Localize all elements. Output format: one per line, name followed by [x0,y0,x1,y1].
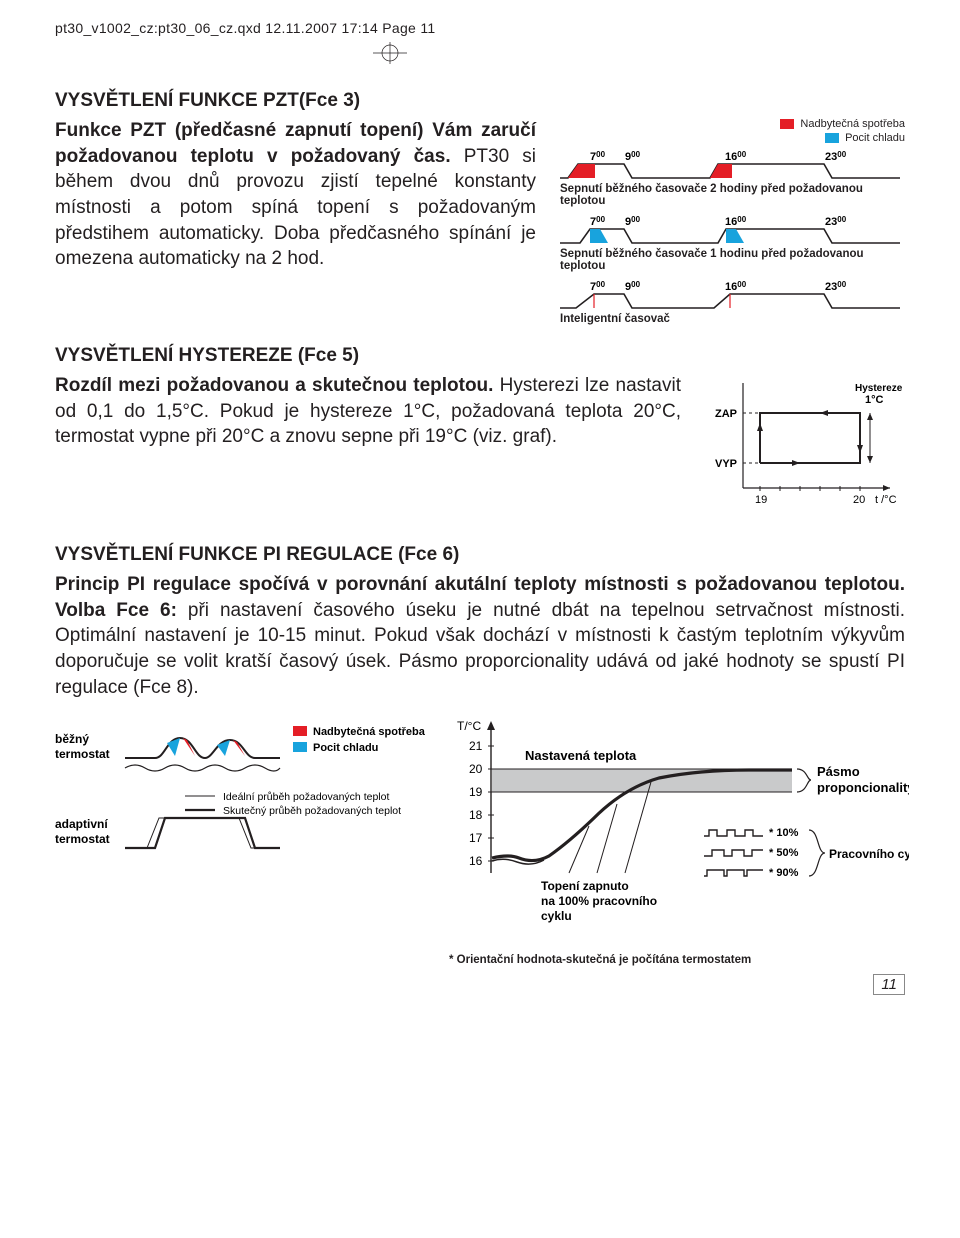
legend-blue: Pocit chladu [825,132,905,144]
svg-text:termostat: termostat [55,747,110,761]
svg-text:1600: 1600 [725,215,747,228]
svg-text:běžný: běžný [55,732,89,746]
timeline-3-caption: Inteligentní časovač [560,313,905,325]
svg-text:700: 700 [590,280,606,293]
pi-right-chart: T/°C 21 20 19 18 17 16 Nastavená teplota [449,718,909,966]
svg-text:adaptivní: adaptivní [55,817,108,831]
duty-50: * 50% [769,847,799,859]
legend-blue-label: Pocit chladu [845,132,905,144]
hysteresis-graph: Hystereze 1°C ZAP VYP 19 20 t /°C [705,373,905,518]
svg-text:16: 16 [469,854,483,868]
timeline-1-caption: Sepnutí běžného časovače 2 hodiny před p… [560,183,905,207]
left-blue-legend: Pocit chladu [313,742,378,754]
svg-text:900: 900 [625,280,641,293]
section1-row: Funkce PZT (předčasné zapnutí topení) Vá… [55,118,905,333]
topeni-l2: na 100% pracovního [541,894,657,908]
timeline-2: 700 900 1600 2300 Sepnutí běžného časova… [560,215,905,272]
section2-text: Rozdíl mezi požadovanou a skutečnou tepl… [55,373,681,450]
duty-right-label: Pracovního cyklu [829,847,909,861]
idealni-label: Ideální průběh požadovaných teplot [223,791,389,803]
svg-text:19: 19 [469,785,483,799]
topeni-l3: cyklu [541,909,572,923]
svg-text:17: 17 [469,831,483,845]
hyst-value: 1°C [865,394,884,406]
red-swatch-icon [780,119,794,129]
pasmo-l1: Pásmo [817,764,860,779]
svg-text:18: 18 [469,808,483,822]
duty-90: * 90% [769,867,799,879]
nastavena-label: Nastavená teplota [525,748,637,763]
svg-text:700: 700 [590,150,606,163]
document-page: pt30_v1002_cz:pt30_06_cz.qxd 12.11.2007 … [0,0,960,1025]
section2-heading: VYSVĚTLENÍ HYSTEREZE (Fce 5) [55,345,905,367]
section3-body: při nastavení časového úseku je nutné db… [55,600,905,698]
page-number-wrap: 11 [55,974,905,995]
svg-text:2300: 2300 [825,150,847,163]
section1-text: Funkce PZT (předčasné zapnutí topení) Vá… [55,118,536,272]
svg-text:2300: 2300 [825,215,847,228]
page-number: 11 [873,974,905,995]
pasmo-l2: proponcionality [817,780,909,795]
skutecny-label: Skutečný průběh požadovaných teplot [223,805,401,817]
svg-text:termostat: termostat [55,832,110,846]
timeline-2-caption: Sepnutí běžného časovače 1 hodinu před p… [560,248,905,272]
section2-intro: Rozdíl mezi požadovanou a skutečnou tepl… [55,375,493,396]
svg-text:700: 700 [590,215,606,228]
section2-row: Rozdíl mezi požadovanou a skutečnou tepl… [55,373,905,518]
svg-text:900: 900 [625,215,641,228]
svg-text:900: 900 [625,150,641,163]
section3-text: Princip PI regulace spočívá v porovnání … [55,572,905,700]
crop-mark-icon [55,42,905,72]
timeline-3: 700 900 1600 2300 Inteligentní časovač [560,280,905,325]
y-axis-label: T/°C [457,719,481,733]
svg-text:2300: 2300 [825,280,847,293]
timeline-3-svg: 700 900 1600 2300 [560,280,900,310]
section1-heading: VYSVĚTLENÍ FUNKCE PZT(Fce 3) [55,90,905,112]
x-min: 19 [755,494,767,506]
pi-diagram-row: běžný termostat Nadbytečná spotřeba Poci… [55,718,905,966]
timeline-1-svg: 700 900 1600 2300 [560,150,900,180]
file-meta: pt30_v1002_cz:pt30_06_cz.qxd 12.11.2007 … [55,20,905,36]
duty-10: * 10% [769,827,799,839]
x-max: 20 [853,494,865,506]
pi-left-diagram: běžný termostat Nadbytečná spotřeba Poci… [55,718,435,893]
section3-heading: VYSVĚTLENÍ FUNKCE PI REGULACE (Fce 6) [55,544,905,566]
x-axis: t /°C [875,494,897,506]
hyst-label: Hystereze [855,383,903,394]
blue-swatch-icon [825,133,839,143]
svg-text:1600: 1600 [725,150,747,163]
left-red-legend: Nadbytečná spotřeba [313,726,426,738]
timeline-1: 700 900 1600 2300 Sepnutí běžného časova… [560,150,905,207]
svg-text:20: 20 [469,762,483,776]
footnote: * Orientační hodnota-skutečná je počítán… [449,954,909,966]
topeni-l1: Topení zapnuto [541,879,629,893]
zap-label: ZAP [715,408,737,420]
vyp-label: VYP [715,458,737,470]
svg-text:1600: 1600 [725,280,747,293]
timeline-2-svg: 700 900 1600 2300 [560,215,900,245]
section1-diagram: Nadbytečná spotřeba Pocit chladu 700 900… [560,118,905,333]
legend-red-label: Nadbytečná spotřeba [800,118,905,130]
legend-red: Nadbytečná spotřeba [780,118,905,130]
svg-text:21: 21 [469,739,483,753]
